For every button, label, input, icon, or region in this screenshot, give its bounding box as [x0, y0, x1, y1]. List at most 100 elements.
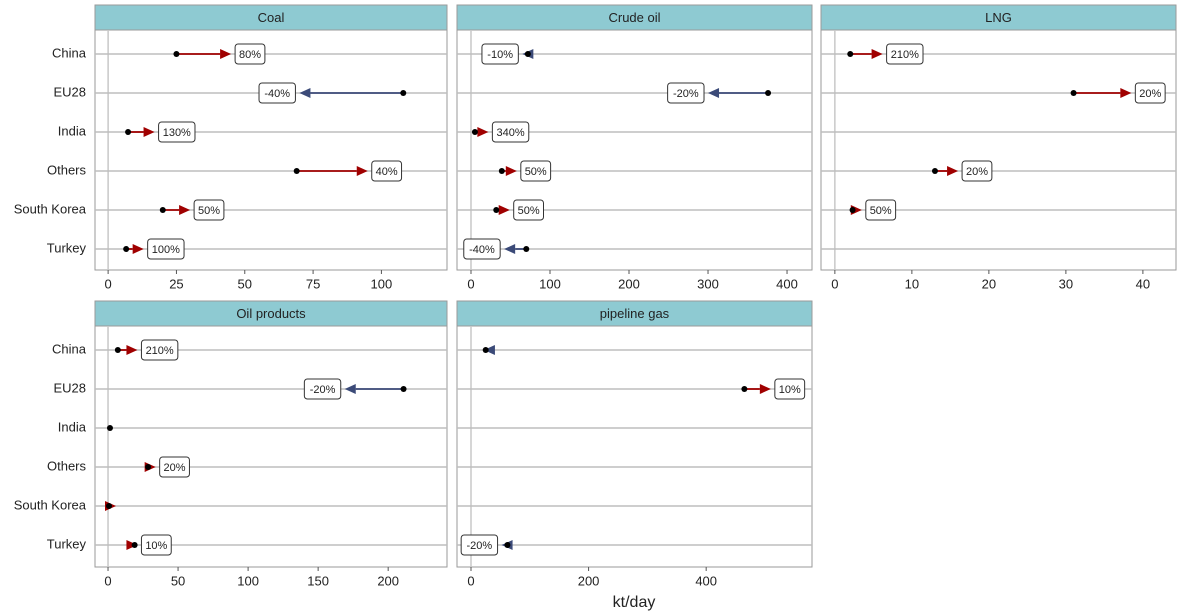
change-label: -40%: [469, 244, 495, 256]
facet-header: [820, 4, 1177, 31]
change-label: 340%: [496, 127, 524, 139]
x-tick-label: 40: [1136, 276, 1150, 291]
x-tick-label: 0: [831, 276, 838, 291]
start-dot: [1070, 90, 1077, 96]
start-dot: [159, 207, 166, 213]
label-box: [140, 534, 172, 556]
panel: [456, 325, 813, 568]
start-dot: [482, 347, 489, 353]
arrow-head: [143, 127, 155, 137]
panel: [94, 325, 448, 568]
label-box: [193, 199, 225, 221]
arrow-head: [132, 244, 144, 254]
facet-title: Coal: [258, 10, 285, 25]
change-label: 20%: [164, 462, 186, 474]
arrow-head: [498, 205, 510, 215]
y-tick-label: South Korea: [14, 497, 87, 512]
facet-header: [94, 4, 448, 31]
start-dot: [123, 246, 130, 252]
start-dot: [106, 425, 113, 431]
start-dot: [498, 168, 505, 174]
start-dot: [173, 51, 180, 57]
start-dot: [114, 347, 121, 353]
label-box: [258, 82, 296, 104]
y-tick-label: China: [52, 341, 87, 356]
y-tick-label: China: [52, 45, 87, 60]
change-label: -20%: [673, 88, 699, 100]
start-dot: [523, 246, 530, 252]
label-box: [303, 378, 342, 400]
label-box: [667, 82, 705, 104]
start-dot: [765, 90, 772, 96]
x-tick-label: 400: [695, 573, 717, 588]
facet-header: [456, 300, 813, 327]
facet-title: Oil products: [236, 306, 306, 321]
start-dot: [125, 129, 132, 135]
change-label: 50%: [198, 205, 220, 217]
y-tick-label: Others: [47, 458, 87, 473]
panel: [820, 29, 1177, 271]
x-tick-label: 100: [539, 276, 561, 291]
start-dot: [400, 386, 407, 392]
x-tick-label: 20: [982, 276, 996, 291]
panel: [456, 29, 813, 271]
start-dot: [847, 51, 854, 57]
y-tick-label: South Korea: [14, 201, 87, 216]
label-box: [147, 238, 185, 260]
start-dot: [524, 51, 531, 57]
facet-title: Crude oil: [608, 10, 660, 25]
label-box: [774, 378, 806, 400]
x-tick-label: 0: [467, 276, 474, 291]
y-tick-label: EU28: [53, 380, 86, 395]
start-dot: [400, 90, 407, 96]
start-dot: [931, 168, 938, 174]
arrow-head: [483, 345, 495, 355]
x-axis-label: kt/day: [613, 594, 656, 611]
arrow-head: [356, 166, 368, 176]
y-tick-label: India: [58, 123, 87, 138]
change-label: 10%: [145, 540, 167, 552]
label-box: [886, 43, 924, 65]
x-tick-label: 200: [377, 573, 399, 588]
change-label: 210%: [146, 345, 174, 357]
x-tick-label: 100: [237, 573, 259, 588]
start-dot: [504, 542, 511, 548]
arrow-head: [504, 244, 516, 254]
arrow-head: [220, 49, 232, 59]
x-tick-label: 200: [578, 573, 600, 588]
start-dot: [741, 386, 748, 392]
label-box: [159, 456, 190, 478]
arrow-head: [871, 49, 883, 59]
x-tick-label: 30: [1059, 276, 1073, 291]
label-box: [140, 339, 179, 361]
y-tick-label: EU28: [53, 84, 86, 99]
arrow-head: [708, 88, 720, 98]
label-box: [961, 160, 993, 182]
start-dot: [849, 207, 856, 213]
arrow-head: [505, 166, 517, 176]
change-label: -40%: [264, 88, 290, 100]
change-label: -20%: [467, 540, 493, 552]
label-box: [491, 121, 530, 143]
label-box: [513, 199, 545, 221]
label-box: [1134, 82, 1166, 104]
panel: [94, 29, 448, 271]
arrow-head: [126, 345, 138, 355]
label-box: [158, 121, 196, 143]
arrow-head: [1120, 88, 1132, 98]
label-box: [371, 160, 403, 182]
x-tick-label: 150: [307, 573, 329, 588]
x-tick-label: 25: [169, 276, 183, 291]
start-dot: [493, 207, 500, 213]
change-label: -20%: [310, 384, 336, 396]
y-tick-label: Turkey: [47, 536, 87, 551]
change-label: 50%: [518, 205, 540, 217]
change-label: 80%: [239, 49, 261, 61]
y-tick-label: Turkey: [47, 240, 87, 255]
label-box: [865, 199, 897, 221]
x-tick-label: 0: [104, 573, 111, 588]
change-label: 20%: [966, 166, 988, 178]
label-box: [520, 160, 552, 182]
arrow-head: [344, 384, 356, 394]
x-tick-label: 50: [238, 276, 252, 291]
